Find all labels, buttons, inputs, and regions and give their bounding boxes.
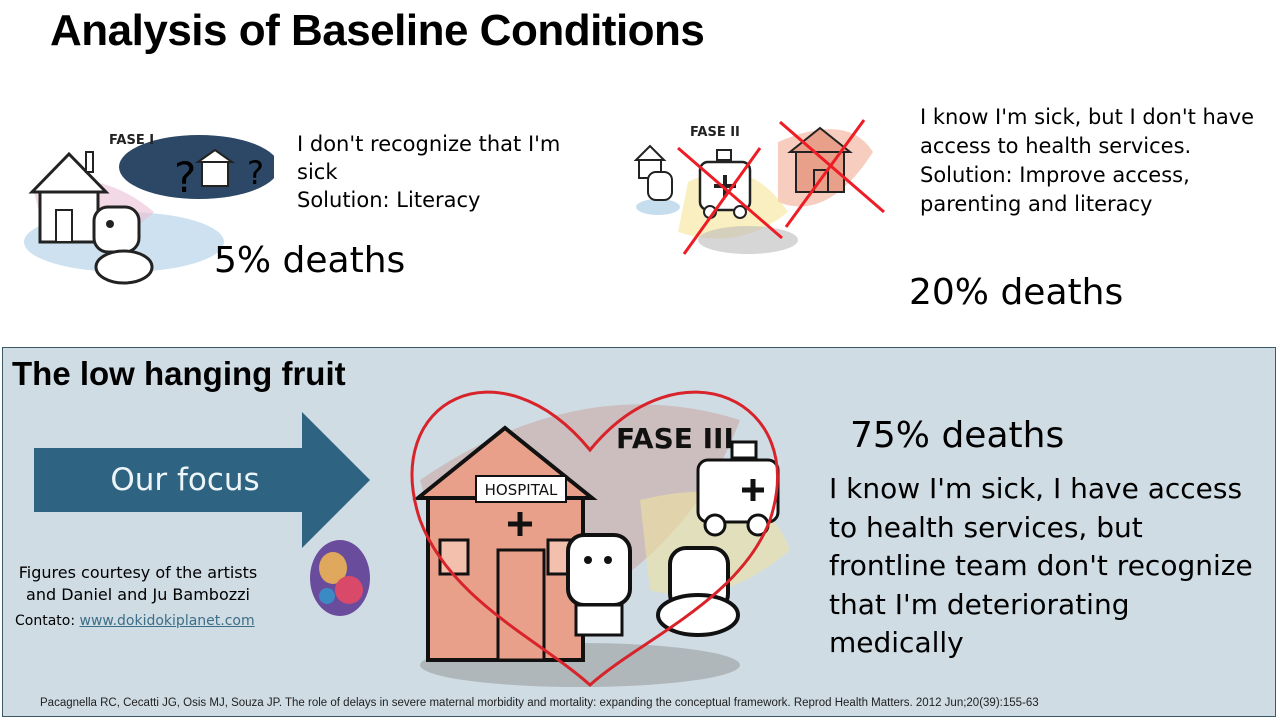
phase1-solution: Solution: Literacy [297, 188, 481, 212]
phase2-line: access to health services. [920, 134, 1192, 158]
phase2-illustration: FASE II [633, 119, 885, 255]
credits: Figures courtesy of the artists and Dani… [12, 562, 264, 606]
doctor-icon [566, 533, 632, 637]
phase1-label: FASE I [109, 133, 154, 148]
credits-line: and Daniel and Ju Bambozzi [26, 585, 250, 604]
question-icon: ? [247, 154, 264, 192]
phase1-deaths: 5% deaths [214, 240, 406, 281]
phase2-solution: parenting and literacy [920, 192, 1153, 216]
contact: Contato: www.dokidokiplanet.com [15, 613, 255, 629]
phase1-line: I don't recognize that I'm [297, 132, 561, 156]
phase1-line: sick [297, 160, 338, 184]
slide-title: Analysis of Baseline Conditions [50, 6, 705, 55]
phase3-line: that I'm deteriorating [829, 587, 1130, 621]
contact-link[interactable]: www.dokidokiplanet.com [79, 613, 255, 629]
phase3-line: to health services, but [829, 510, 1143, 544]
phase1-description: I don't recognize that I'm sick Solution… [297, 130, 587, 214]
ambulance-icon [698, 149, 752, 219]
phase3-description: I know I'm sick, I have access to health… [829, 470, 1269, 663]
cross-out-icon [677, 119, 885, 255]
phase3-label: FASE III [616, 422, 734, 455]
phase2-solution: Solution: Improve access, [920, 163, 1190, 187]
credits-line: Figures courtesy of the artists [18, 563, 258, 582]
hospital-icon: HOSPITAL [412, 425, 598, 662]
phase3-illustration: HOSPITAL FASE III [410, 390, 790, 688]
house-icon [633, 144, 673, 201]
phase2-description: I know I'm sick, but I don't have access… [920, 103, 1270, 219]
contact-label: Contato: [15, 613, 76, 629]
phase2-deaths: 20% deaths [909, 272, 1124, 313]
phase1-illustration: FASE I ? ? [24, 133, 274, 285]
house-icon [28, 151, 110, 244]
mother-child-icon [310, 540, 370, 616]
ambulance-icon [696, 440, 780, 537]
panel-title: The low hanging fruit [12, 355, 346, 392]
phase2-label: FASE II [690, 125, 740, 140]
person-icon [92, 205, 154, 285]
phase2-line: I know I'm sick, but I don't have [920, 105, 1255, 129]
hospital-icon [201, 161, 229, 187]
focus-arrow [34, 412, 370, 548]
phase3-line: medically [829, 626, 964, 659]
phase3-line: frontline team don't recognize [829, 549, 1253, 582]
patient-icon [656, 546, 740, 637]
heart-outline [410, 390, 779, 688]
arrow-label: Our focus [110, 462, 260, 498]
phase3-deaths: 75% deaths [850, 415, 1065, 456]
hospital-sign: HOSPITAL [485, 481, 558, 499]
phase3-line: I know I'm sick, I have access [829, 472, 1243, 505]
question-icon: ? [174, 153, 196, 202]
reference-citation: Pacagnella RC, Cecatti JG, Osis MJ, Souz… [40, 697, 1039, 709]
